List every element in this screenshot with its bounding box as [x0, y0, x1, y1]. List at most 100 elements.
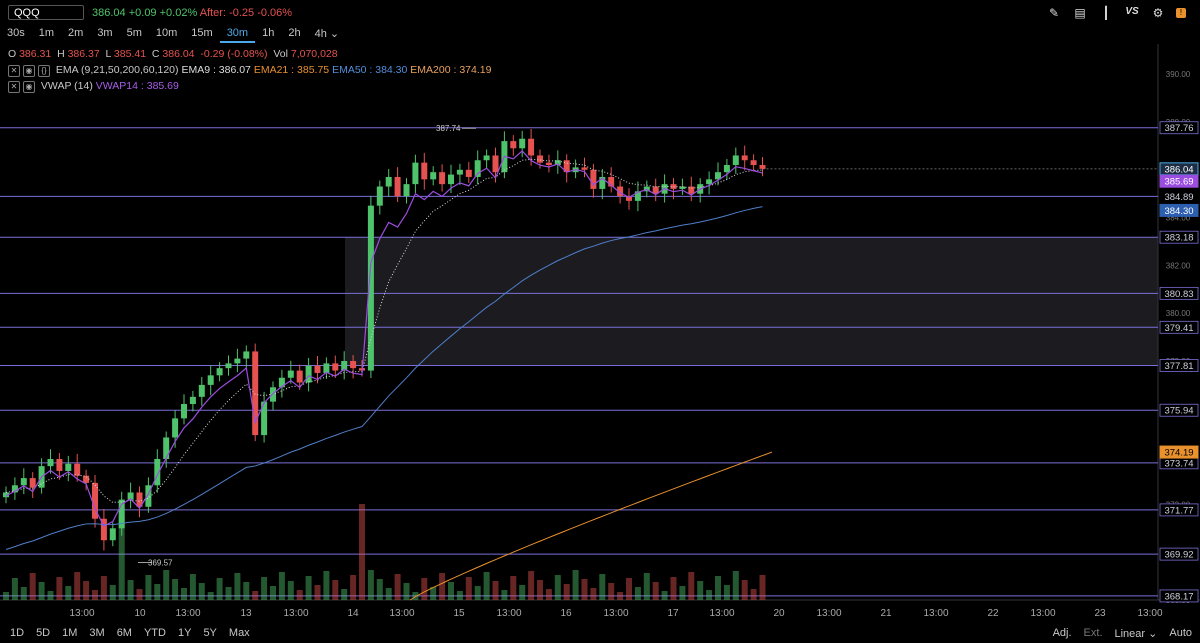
ema-name[interactable]: EMA (9,21,50,200,60,120) — [55, 64, 179, 76]
x-axis-label: 16 — [560, 608, 572, 619]
level-price-box — [1159, 589, 1199, 603]
close-icon[interactable]: ✕ — [8, 65, 20, 77]
volume-bar — [341, 589, 348, 600]
indicators-icon[interactable]: ┃ — [1102, 6, 1110, 20]
range-1m[interactable]: 1M — [62, 627, 78, 639]
interval-tab-1h[interactable]: 1h — [262, 27, 275, 39]
ema-legend: ✕ ◉{} EMA (9,21,50,200,60,120) EMA9 : 386… — [8, 64, 491, 77]
volume-bar — [510, 576, 517, 600]
volume-label: Vol — [273, 48, 288, 60]
visibility-icon[interactable]: ◉ — [23, 81, 35, 93]
candle-body — [750, 160, 757, 166]
interval-tab-10m[interactable]: 10m — [155, 27, 178, 39]
x-axis-label: 13:00 — [603, 608, 628, 619]
auto-scale-toggle[interactable]: Auto — [1169, 627, 1192, 639]
ema200-line — [409, 451, 773, 601]
candle-body — [216, 368, 223, 376]
candle-body — [652, 186, 659, 194]
interval-tab-15m[interactable]: 15m — [191, 27, 213, 39]
candle-body — [545, 162, 552, 166]
level-price-box — [1159, 547, 1199, 561]
high-value: 386.37 — [67, 48, 100, 60]
candle-body — [261, 401, 268, 436]
volume-bar — [314, 585, 321, 600]
range-1d[interactable]: 1D — [10, 627, 25, 639]
price-label-ema200: 374.19 — [1164, 448, 1193, 459]
range-max[interactable]: Max — [228, 627, 250, 639]
candle-body — [430, 172, 437, 180]
price-label-box — [1159, 174, 1199, 188]
volume-bar — [323, 571, 330, 600]
volume-bar — [652, 582, 659, 600]
vwap-name[interactable]: VWAP (14) — [40, 80, 93, 92]
volume-bar — [359, 504, 365, 600]
x-axis-label: 17 — [667, 608, 679, 619]
range-6m[interactable]: 6M — [116, 627, 132, 639]
range-ytd[interactable]: YTD — [143, 627, 166, 639]
candle-body — [741, 155, 748, 161]
volume-bar — [661, 591, 668, 600]
symbol-input[interactable]: QQQ — [8, 5, 84, 20]
volume-bar — [572, 570, 579, 600]
pencil-icon[interactable]: ✎ — [1048, 6, 1060, 20]
scale-select[interactable]: Linear ⌄ — [1114, 628, 1158, 640]
interval-tab-5m[interactable]: 5m — [126, 27, 142, 39]
interval-tab-4h[interactable]: 4h ⌄ — [314, 28, 340, 40]
volume-bar — [412, 592, 419, 600]
x-axis-label: 13:00 — [709, 608, 734, 619]
settings-icon[interactable]: ⚙ — [1152, 6, 1164, 20]
candle-body — [20, 478, 27, 486]
x-axis-label: 13:00 — [923, 608, 948, 619]
close-value: 386.04 — [162, 48, 195, 60]
candle-body — [127, 492, 134, 500]
level-price-label: 373.74 — [1164, 458, 1193, 469]
visibility-icon[interactable]: ◉ — [23, 65, 35, 77]
vwap-legend: ✕ ◉ VWAP (14) VWAP14 : 385.69 — [8, 80, 179, 93]
candle-body — [528, 138, 535, 156]
interval-tab-2m[interactable]: 2m — [68, 27, 84, 39]
settings-icon[interactable]: {} — [38, 65, 50, 77]
range-5d[interactable]: 5D — [36, 627, 51, 639]
volume-bar — [732, 571, 739, 600]
interval-tab-3m[interactable]: 3m — [97, 27, 113, 39]
volume-bar — [403, 583, 410, 600]
candle-body — [323, 363, 330, 373]
x-axis-label: 10 — [134, 608, 146, 619]
volume-bar — [528, 571, 535, 600]
range-1y[interactable]: 1Y — [177, 627, 192, 639]
interval-tab-2h[interactable]: 2h — [288, 27, 301, 39]
candle-body — [341, 361, 348, 371]
interval-tab-1m[interactable]: 1m — [38, 27, 55, 39]
low-value: 385.41 — [113, 48, 147, 60]
volume-bar — [74, 572, 81, 600]
close-icon[interactable]: ✕ — [8, 81, 20, 93]
price-label-ema50: 384.30 — [1164, 206, 1193, 217]
interval-tab-30m[interactable]: 30m — [219, 27, 256, 43]
after-change: -0.25 — [229, 7, 255, 19]
candle-body — [225, 363, 232, 369]
candle-body — [394, 176, 401, 197]
volume-bar — [198, 583, 205, 600]
chart-type-icon[interactable]: ▤ — [1074, 6, 1086, 20]
extended-toggle[interactable]: Ext. — [1083, 627, 1103, 639]
range-selector: 1D 5D 1M 3M 6M YTD 1Y 5Y Max — [4, 627, 256, 639]
bar-change: -0.29 (-0.08%) — [200, 48, 268, 60]
adjusted-toggle[interactable]: Adj. — [1052, 627, 1072, 639]
candle-body — [688, 186, 695, 194]
vwap-line — [5, 150, 763, 527]
volume-bar — [127, 580, 134, 600]
interval-tab-30s[interactable]: 30s — [7, 27, 25, 39]
volume-bar — [634, 587, 641, 600]
volume-bar — [759, 575, 766, 600]
range-3m[interactable]: 3M — [89, 627, 105, 639]
level-price-label: 380.83 — [1164, 289, 1193, 300]
alert-icon[interactable]: ! — [1176, 8, 1186, 18]
price-change-pct: +0.02% — [159, 7, 198, 19]
range-5y[interactable]: 5Y — [203, 627, 217, 639]
candle-body — [626, 196, 632, 201]
volume-bar — [581, 579, 588, 600]
compare-button[interactable]: VS — [1125, 6, 1139, 17]
volume-bar — [100, 576, 107, 600]
candle-body — [305, 365, 312, 383]
